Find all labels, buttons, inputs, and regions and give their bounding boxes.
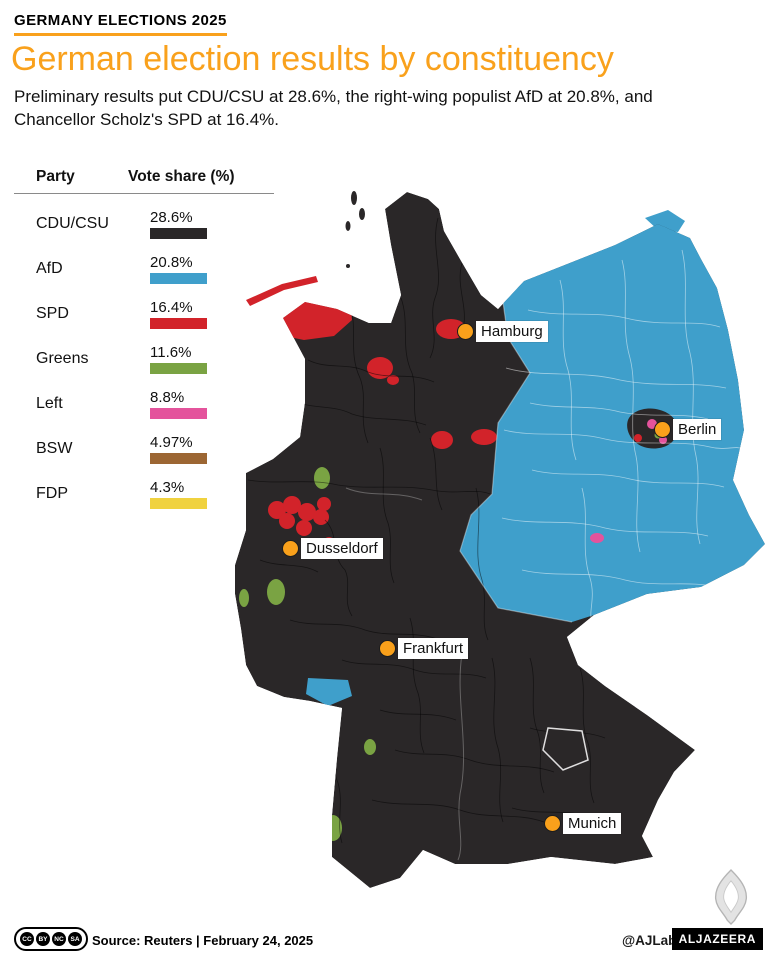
vote-share-value: 28.6% [150,209,193,226]
frisian-islands-spd [246,276,318,306]
city-marker-hamburg: Hamburg [457,321,548,342]
legend-row-greens: Greens 11.6% [14,344,274,374]
legend-row-bsw: BSW 4.97% [14,434,274,464]
cc-nc-icon: NC [52,932,66,946]
city-dot [379,640,396,657]
city-marker-munich: Munich [544,813,622,834]
legend: Party Vote share (%) CDU/CSU 28.6% AfD 2… [14,168,274,509]
color-swatch [150,498,207,509]
city-label: Munich [563,813,622,834]
legend-divider [14,193,274,194]
color-swatch [150,453,207,464]
page-title: German election results by constituency [11,40,614,78]
source-attribution: Source: Reuters | February 24, 2025 [92,933,314,948]
party-label: BSW [36,440,73,457]
city-dot [282,540,299,557]
cc-by-icon: BY [36,932,50,946]
city-dot [654,421,671,438]
cc-license-badge: CC BY NC SA [14,927,88,951]
vote-share-value: 11.6% [150,344,192,361]
city-marker-frankfurt: Frankfurt [379,638,469,659]
vote-share-value: 8.8% [150,389,185,406]
city-marker-dusseldorf: Dusseldorf [282,538,383,559]
city-label: Hamburg [476,321,548,342]
vote-share-value: 20.8% [150,254,193,271]
vote-share-value: 4.97% [150,434,193,451]
constituency-borders-west [247,217,606,861]
leipzig-left-pocket [590,533,604,543]
afd-southwest-pocket [306,678,352,706]
color-swatch [150,318,207,329]
legend-header: Party Vote share (%) [14,168,274,186]
color-swatch [150,273,207,284]
constituency-borders-east [501,249,743,622]
cc-icon: CC [20,932,34,946]
color-swatch [150,408,207,419]
party-label: FDP [36,485,68,502]
city-label: Frankfurt [398,638,469,659]
city-dot [544,815,561,832]
legend-row-cdu: CDU/CSU 28.6% [14,209,274,239]
cc-sa-icon: SA [68,932,82,946]
party-label: Left [36,395,63,412]
legend-row-spd: SPD 16.4% [14,299,274,329]
city-dot [457,323,474,340]
party-label: SPD [36,305,69,322]
city-marker-berlin: Berlin [654,419,722,440]
legend-row-fdp: FDP 4.3% [14,479,274,509]
legend-header-share: Vote share (%) [128,168,235,185]
legend-row-left: Left 8.8% [14,389,274,419]
party-label: AfD [36,260,63,277]
outlined-constituency [542,727,589,771]
color-swatch [150,228,207,239]
color-swatch [150,363,207,374]
legend-header-party: Party [36,168,75,185]
party-label: CDU/CSU [36,215,109,232]
legend-row-afd: AfD 20.8% [14,254,274,284]
ajlabs-credit: @AJLabs [622,933,684,948]
kicker: GERMANY ELECTIONS 2025 [14,12,227,36]
subtitle: Preliminary results put CDU/CSU at 28.6%… [14,87,653,129]
aljazeera-logo [715,869,747,925]
party-label: Greens [36,350,89,367]
germany-constituency-map [235,191,765,888]
vote-share-value: 4.3% [150,479,185,496]
city-label: Dusseldorf [301,538,383,559]
aljazeera-wordmark: ALJAZEERA [671,928,763,950]
vote-share-value: 16.4% [150,299,193,316]
city-label: Berlin [673,419,722,440]
east-west-border [459,301,573,623]
